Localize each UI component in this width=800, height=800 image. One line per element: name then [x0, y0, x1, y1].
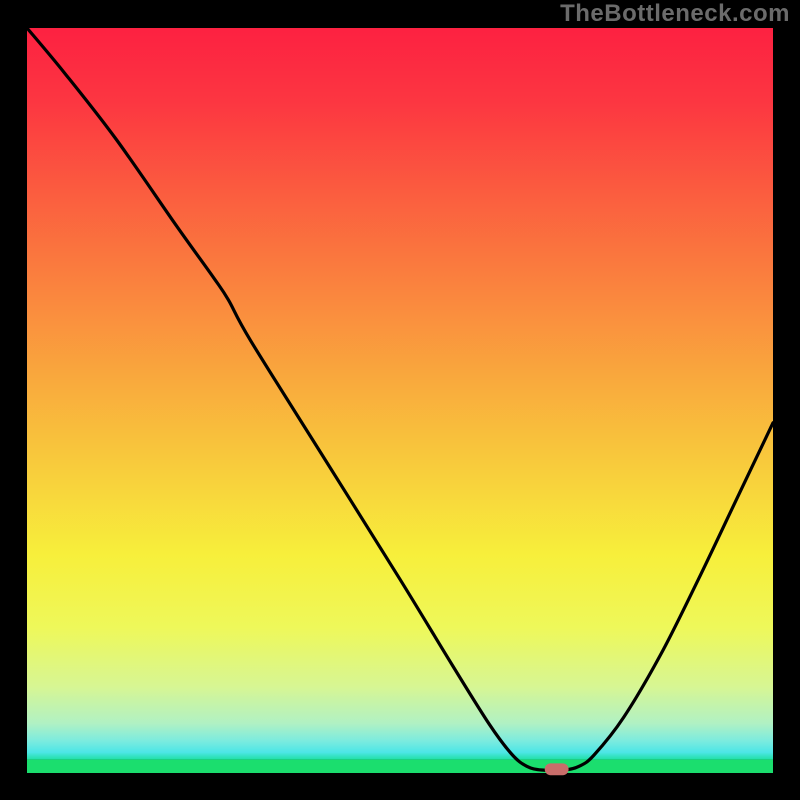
chart-svg [0, 0, 800, 800]
watermark: TheBottleneck.com [560, 0, 790, 28]
plot-bottom-strip [27, 760, 773, 773]
plot-background-gradient [27, 28, 773, 760]
chart-marker [545, 763, 569, 775]
chart-container: TheBottleneck.com [0, 0, 800, 800]
